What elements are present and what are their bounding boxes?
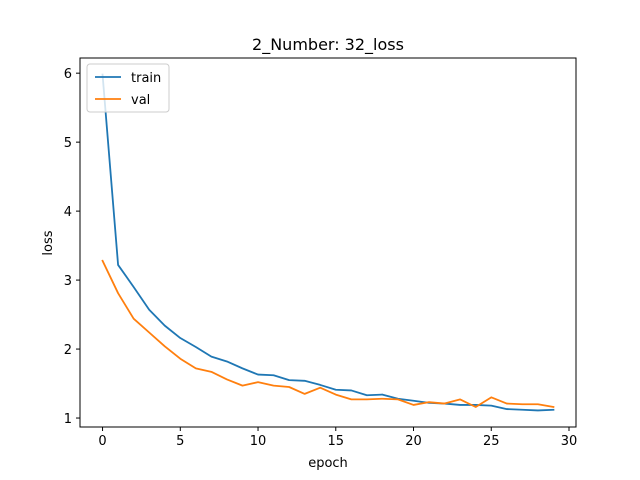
y-tick-label: 4 bbox=[64, 205, 72, 220]
y-tick-label: 1 bbox=[64, 412, 72, 427]
y-tick-label: 5 bbox=[64, 136, 72, 151]
x-tick-label: 20 bbox=[405, 434, 422, 449]
x-tick-label: 30 bbox=[561, 434, 578, 449]
series-layer bbox=[101, 73, 555, 412]
legend-box bbox=[86, 63, 170, 113]
x-tick-label: 0 bbox=[98, 434, 106, 449]
plot-frame bbox=[79, 57, 577, 428]
chart-title: 2_Number: 32_loss bbox=[252, 35, 404, 55]
legend-label-train: train bbox=[131, 71, 161, 86]
x-tick-label: 5 bbox=[176, 434, 184, 449]
x-tick-label: 25 bbox=[483, 434, 500, 449]
y-tick-label: 6 bbox=[64, 67, 72, 82]
x-tick-label: 10 bbox=[250, 434, 267, 449]
y-tick-label: 3 bbox=[64, 274, 72, 289]
legend: train val bbox=[86, 63, 170, 113]
y-tick-label: 2 bbox=[64, 343, 72, 358]
x-tick-label: 15 bbox=[328, 434, 345, 449]
y-axis: 1 2 3 4 5 6 bbox=[64, 67, 80, 427]
x-axis-label: epoch bbox=[308, 456, 348, 471]
x-axis: 0 5 10 15 20 25 30 bbox=[98, 427, 577, 449]
legend-label-val: val bbox=[131, 93, 150, 108]
y-axis-label: loss bbox=[41, 230, 56, 255]
series-line-val bbox=[101, 259, 555, 409]
